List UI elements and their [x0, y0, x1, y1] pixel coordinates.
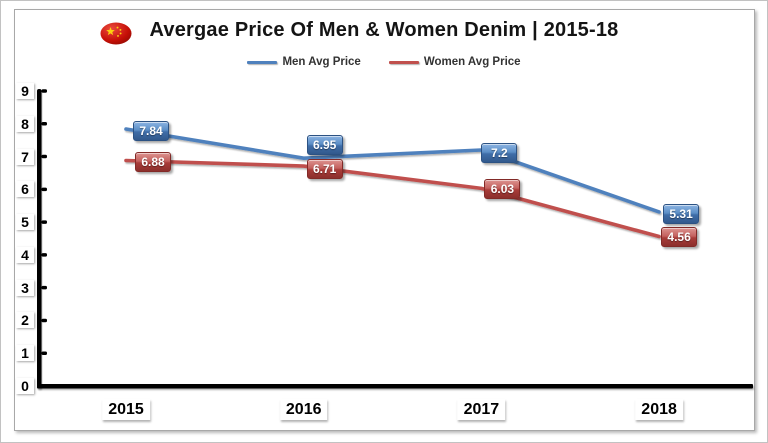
y-axis-label-4: 4 [16, 246, 34, 263]
china-flag-icon [100, 22, 132, 45]
data-label-women-2016: 6.71 [306, 159, 343, 180]
x-axis-label-2015: 2015 [102, 399, 150, 420]
x-axis-label-2017: 2017 [457, 399, 506, 420]
men-line-swatch [247, 60, 278, 64]
y-axis-label-3: 3 [16, 279, 34, 296]
data-label-women-2018: 4.56 [661, 226, 698, 247]
y-axis-label-9: 9 [16, 83, 34, 99]
legend-item-men[interactable]: Men Avg Price [247, 56, 361, 68]
y-axis-label-8: 8 [16, 115, 34, 132]
data-label-men-2017: 7.2 [481, 143, 518, 163]
data-label-men-2018: 5.31 [663, 203, 700, 224]
x-axis-label-2016: 2016 [279, 399, 328, 420]
y-axis-label-1: 1 [16, 345, 34, 362]
y-axis-label-5: 5 [16, 214, 34, 231]
x-axis-label-2018: 2018 [635, 399, 683, 420]
y-axis-label-6: 6 [16, 181, 34, 198]
data-label-women-2015: 6.88 [135, 152, 171, 173]
data-label-women-2017: 6.03 [484, 179, 521, 200]
y-axis-label-7: 7 [16, 148, 34, 165]
legend-label-men: Men Avg Price [282, 56, 361, 68]
chart-title: Avergae Price Of Men & Women Denim | 201… [149, 19, 619, 41]
legend: Men Avg Price Women Avg Price [1, 56, 767, 68]
y-axis-label-0: 0 [16, 378, 34, 394]
legend-label-women: Women Avg Price [423, 56, 521, 68]
data-label-men-2016: 6.95 [306, 135, 343, 156]
chart-frame [14, 9, 755, 431]
data-label-men-2015: 7.84 [133, 121, 169, 142]
legend-item-women[interactable]: Women Avg Price [388, 56, 521, 68]
women-line-swatch [388, 60, 419, 64]
y-axis-label-2: 2 [16, 312, 34, 329]
